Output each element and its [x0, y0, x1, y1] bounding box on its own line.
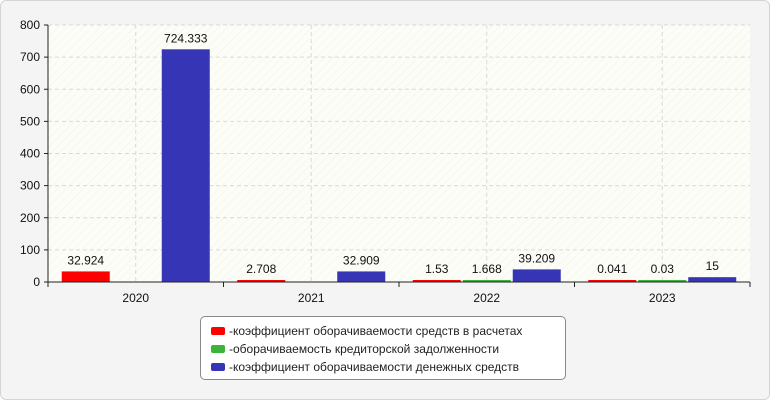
data-label: 32.909 [343, 253, 380, 267]
data-label: 2.708 [246, 262, 276, 276]
bar [688, 277, 737, 282]
grid-lines [48, 24, 750, 282]
bar [161, 49, 210, 282]
x-tick-label: 2020 [122, 291, 149, 305]
axes [44, 24, 751, 287]
bar [638, 280, 687, 282]
y-tick-label: 400 [20, 147, 40, 161]
y-tick-label: 600 [20, 82, 40, 96]
legend-swatch [211, 345, 225, 353]
legend-label: коэффициент оборачиваемости денежных сре… [233, 360, 520, 374]
labels: 0 100 200 300 400 500 600 700 800 2020 2021 2022 202… [20, 18, 719, 305]
data-label: 1.53 [425, 262, 449, 276]
bars [61, 49, 737, 282]
y-tick-label: 200 [20, 211, 40, 225]
legend-label: оборачиваемость кредиторской задолженнос… [233, 342, 500, 356]
data-label: 39.209 [518, 251, 555, 265]
legend-swatch [211, 327, 225, 335]
data-label: 15 [706, 259, 720, 273]
legend-prefix: - [229, 342, 233, 356]
y-tick-label: 300 [20, 179, 40, 193]
legend: - коэффициент оборачиваемости средств в … [200, 316, 566, 380]
data-label: 32.924 [67, 253, 104, 267]
y-tick-label: 100 [20, 243, 40, 257]
bar [337, 271, 386, 282]
x-tick-label: 2021 [298, 291, 325, 305]
data-label: 1.668 [472, 262, 502, 276]
y-tick-label: 500 [20, 114, 40, 128]
y-tick-label: 700 [20, 50, 40, 64]
y-tick-label: 0 [33, 275, 40, 289]
bar [588, 280, 637, 282]
x-tick-label: 2023 [649, 291, 676, 305]
legend-item: - коэффициент оборачиваемости денежных с… [211, 358, 565, 376]
legend-label: коэффициент оборачиваемости средств в ра… [233, 324, 523, 338]
y-tick-label: 800 [20, 18, 40, 32]
legend-item: - коэффициент оборачиваемости средств в … [211, 322, 565, 340]
data-label: 724.333 [164, 31, 208, 45]
legend-swatch [211, 363, 225, 371]
bar [512, 269, 561, 282]
bar [61, 271, 110, 282]
data-label: 0.03 [651, 262, 675, 276]
bar [462, 280, 511, 282]
data-label: 0.041 [597, 262, 627, 276]
legend-item: - оборачиваемость кредиторской задолженн… [211, 340, 565, 358]
bar [237, 280, 286, 282]
legend-prefix: - [229, 360, 233, 374]
x-tick-label: 2022 [473, 291, 500, 305]
bar [412, 280, 461, 282]
legend-prefix: - [229, 324, 233, 338]
